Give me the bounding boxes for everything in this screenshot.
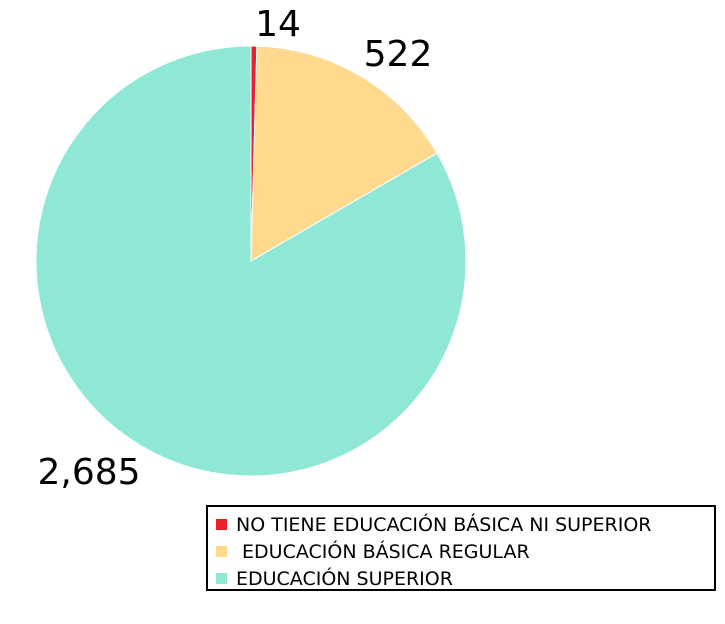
- legend-swatch-basica-regular: [216, 546, 227, 557]
- legend-item-basica-regular: EDUCACIÓN BÁSICA REGULAR: [216, 538, 714, 565]
- slice-superior: [35, 45, 467, 477]
- legend-swatch-no-basica: [216, 519, 227, 530]
- legend-item-no-basica: NO TIENE EDUCACIÓN BÁSICA NI SUPERIOR: [216, 511, 714, 538]
- legend-item-superior: EDUCACIÓN SUPERIOR: [216, 565, 714, 592]
- legend-swatch-superior: [216, 573, 227, 584]
- data-label-superior: 2,685: [37, 452, 140, 493]
- pie-slices: [35, 45, 467, 477]
- legend-label-basica-regular: EDUCACIÓN BÁSICA REGULAR: [236, 540, 530, 563]
- data-label-basica-regular: 522: [364, 34, 433, 75]
- slice-basica-regular: [250, 45, 438, 262]
- pie-data-labels: 14 522 2,685: [37, 4, 432, 493]
- legend-label-superior: EDUCACIÓN SUPERIOR: [236, 567, 453, 590]
- legend: NO TIENE EDUCACIÓN BÁSICA NI SUPERIOR ED…: [206, 505, 716, 591]
- data-label-no-basica: 14: [255, 4, 301, 45]
- legend-label-no-basica: NO TIENE EDUCACIÓN BÁSICA NI SUPERIOR: [236, 513, 652, 536]
